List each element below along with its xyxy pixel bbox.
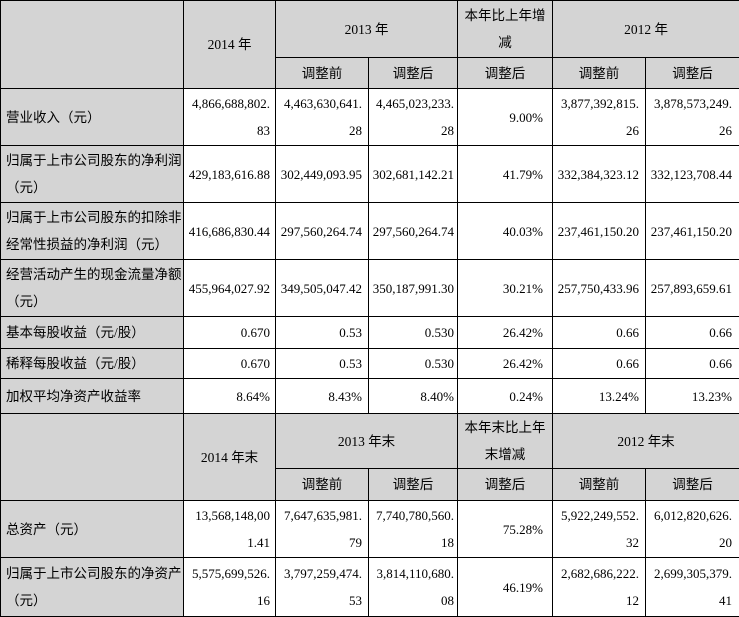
- table-row: 经营活动产生的现金流量净额（元） 455,964,027.92 349,505,…: [1, 260, 739, 317]
- value-2012-pre: 0.66: [553, 349, 646, 379]
- value-2012-pre: 5,922,249,552.32: [553, 501, 646, 558]
- value-2014: 429,183,616.88: [184, 146, 276, 203]
- header-change-end: 本年末比上年末增减: [458, 414, 553, 469]
- metric-label: 经营活动产生的现金流量净额（元）: [1, 260, 184, 317]
- table-row: 加权平均净资产收益率 8.64% 8.43% 8.40% 0.24% 13.24…: [1, 379, 739, 414]
- corner-cell: [1, 1, 184, 89]
- value-2012-post: 237,461,150.20: [646, 203, 739, 260]
- value-2013-pre: 8.43%: [276, 379, 369, 414]
- header-2013: 2013 年: [276, 1, 458, 58]
- value-change: 75.28%: [458, 501, 553, 558]
- table-row: 归属于上市公司股东的扣除非经常性损益的净利润（元） 416,686,830.44…: [1, 203, 739, 260]
- value-2012-pre: 0.66: [553, 317, 646, 349]
- table-row: 归属于上市公司股东的净资产（元） 5,575,699,526.16 3,797,…: [1, 558, 739, 617]
- value-2013-post: 302,681,142.21: [369, 146, 458, 203]
- value-2012-post: 2,699,305,379.41: [646, 558, 739, 617]
- value-2013-pre: 0.53: [276, 349, 369, 379]
- header-change: 本年比上年增减: [458, 1, 553, 58]
- table-row: 稀释每股收益（元/股） 0.670 0.53 0.530 26.42% 0.66…: [1, 349, 739, 379]
- value-2013-pre: 302,449,093.95: [276, 146, 369, 203]
- value-2014: 4,866,688,802.83: [184, 89, 276, 146]
- value-2013-pre: 297,560,264.74: [276, 203, 369, 260]
- header-2014-end: 2014 年末: [184, 414, 276, 501]
- subheader-2013-post: 调整后: [369, 469, 458, 501]
- value-2012-pre: 332,384,323.12: [553, 146, 646, 203]
- metric-label: 归属于上市公司股东的净资产（元）: [1, 558, 184, 617]
- header-2012: 2012 年: [553, 1, 739, 58]
- value-2014: 455,964,027.92: [184, 260, 276, 317]
- value-2013-pre: 4,463,630,641.28: [276, 89, 369, 146]
- value-2012-post: 13.23%: [646, 379, 739, 414]
- value-change: 26.42%: [458, 349, 553, 379]
- value-2013-pre: 3,797,259,474.53: [276, 558, 369, 617]
- value-2013-post: 4,465,023,233.28: [369, 89, 458, 146]
- value-change: 30.21%: [458, 260, 553, 317]
- value-2013-post: 350,187,991.30: [369, 260, 458, 317]
- value-2012-pre: 13.24%: [553, 379, 646, 414]
- value-2014: 8.64%: [184, 379, 276, 414]
- subheader-2012-pre: 调整前: [553, 58, 646, 89]
- table-row: 营业收入（元） 4,866,688,802.83 4,463,630,641.2…: [1, 89, 739, 146]
- metric-label: 总资产（元）: [1, 501, 184, 558]
- header-2014: 2014 年: [184, 1, 276, 89]
- value-2012-post: 0.66: [646, 349, 739, 379]
- header-2012-end: 2012 年末: [553, 414, 739, 469]
- subheader-2013-pre: 调整前: [276, 58, 369, 89]
- value-2013-pre: 7,647,635,981.79: [276, 501, 369, 558]
- metric-label: 基本每股收益（元/股）: [1, 317, 184, 349]
- value-change: 41.79%: [458, 146, 553, 203]
- value-change: 40.03%: [458, 203, 553, 260]
- subheader-change-post: 调整后: [458, 58, 553, 89]
- corner-cell: [1, 414, 184, 501]
- value-2012-pre: 3,877,392,815.26: [553, 89, 646, 146]
- value-2012-post: 6,012,820,626.20: [646, 501, 739, 558]
- metric-label: 稀释每股收益（元/股）: [1, 349, 184, 379]
- value-2012-post: 3,878,573,249.26: [646, 89, 739, 146]
- value-2013-pre: 0.53: [276, 317, 369, 349]
- subheader-2012-post: 调整后: [646, 58, 739, 89]
- header-2013-end: 2013 年末: [276, 414, 458, 469]
- value-change: 26.42%: [458, 317, 553, 349]
- value-2013-post: 0.530: [369, 349, 458, 379]
- value-2014: 13,568,148,001.41: [184, 501, 276, 558]
- value-2014: 5,575,699,526.16: [184, 558, 276, 617]
- value-2014: 0.670: [184, 317, 276, 349]
- subheader-2012-pre: 调整前: [553, 469, 646, 501]
- value-2012-pre: 2,682,686,222.12: [553, 558, 646, 617]
- subheader-change-post: 调整后: [458, 469, 553, 501]
- table-row: 归属于上市公司股东的净利润（元） 429,183,616.88 302,449,…: [1, 146, 739, 203]
- value-2013-post: 8.40%: [369, 379, 458, 414]
- metric-label: 营业收入（元）: [1, 89, 184, 146]
- value-2013-post: 7,740,780,560.18: [369, 501, 458, 558]
- value-2013-post: 297,560,264.74: [369, 203, 458, 260]
- subheader-2012-post: 调整后: [646, 469, 739, 501]
- subheader-2013-post: 调整后: [369, 58, 458, 89]
- value-2014: 416,686,830.44: [184, 203, 276, 260]
- value-change: 9.00%: [458, 89, 553, 146]
- value-2012-pre: 237,461,150.20: [553, 203, 646, 260]
- value-2012-post: 257,893,659.61: [646, 260, 739, 317]
- value-2012-pre: 257,750,433.96: [553, 260, 646, 317]
- value-2012-post: 0.66: [646, 317, 739, 349]
- value-2013-post: 0.530: [369, 317, 458, 349]
- metric-label: 归属于上市公司股东的扣除非经常性损益的净利润（元）: [1, 203, 184, 260]
- value-change: 46.19%: [458, 558, 553, 617]
- metric-label: 归属于上市公司股东的净利润（元）: [1, 146, 184, 203]
- value-2013-post: 3,814,110,680.08: [369, 558, 458, 617]
- table-row: 基本每股收益（元/股） 0.670 0.53 0.530 26.42% 0.66…: [1, 317, 739, 349]
- value-2014: 0.670: [184, 349, 276, 379]
- value-2013-pre: 349,505,047.42: [276, 260, 369, 317]
- metric-label: 加权平均净资产收益率: [1, 379, 184, 414]
- subheader-2013-pre: 调整前: [276, 469, 369, 501]
- value-2012-post: 332,123,708.44: [646, 146, 739, 203]
- table-row: 总资产（元） 13,568,148,001.41 7,647,635,981.7…: [1, 501, 739, 558]
- value-change: 0.24%: [458, 379, 553, 414]
